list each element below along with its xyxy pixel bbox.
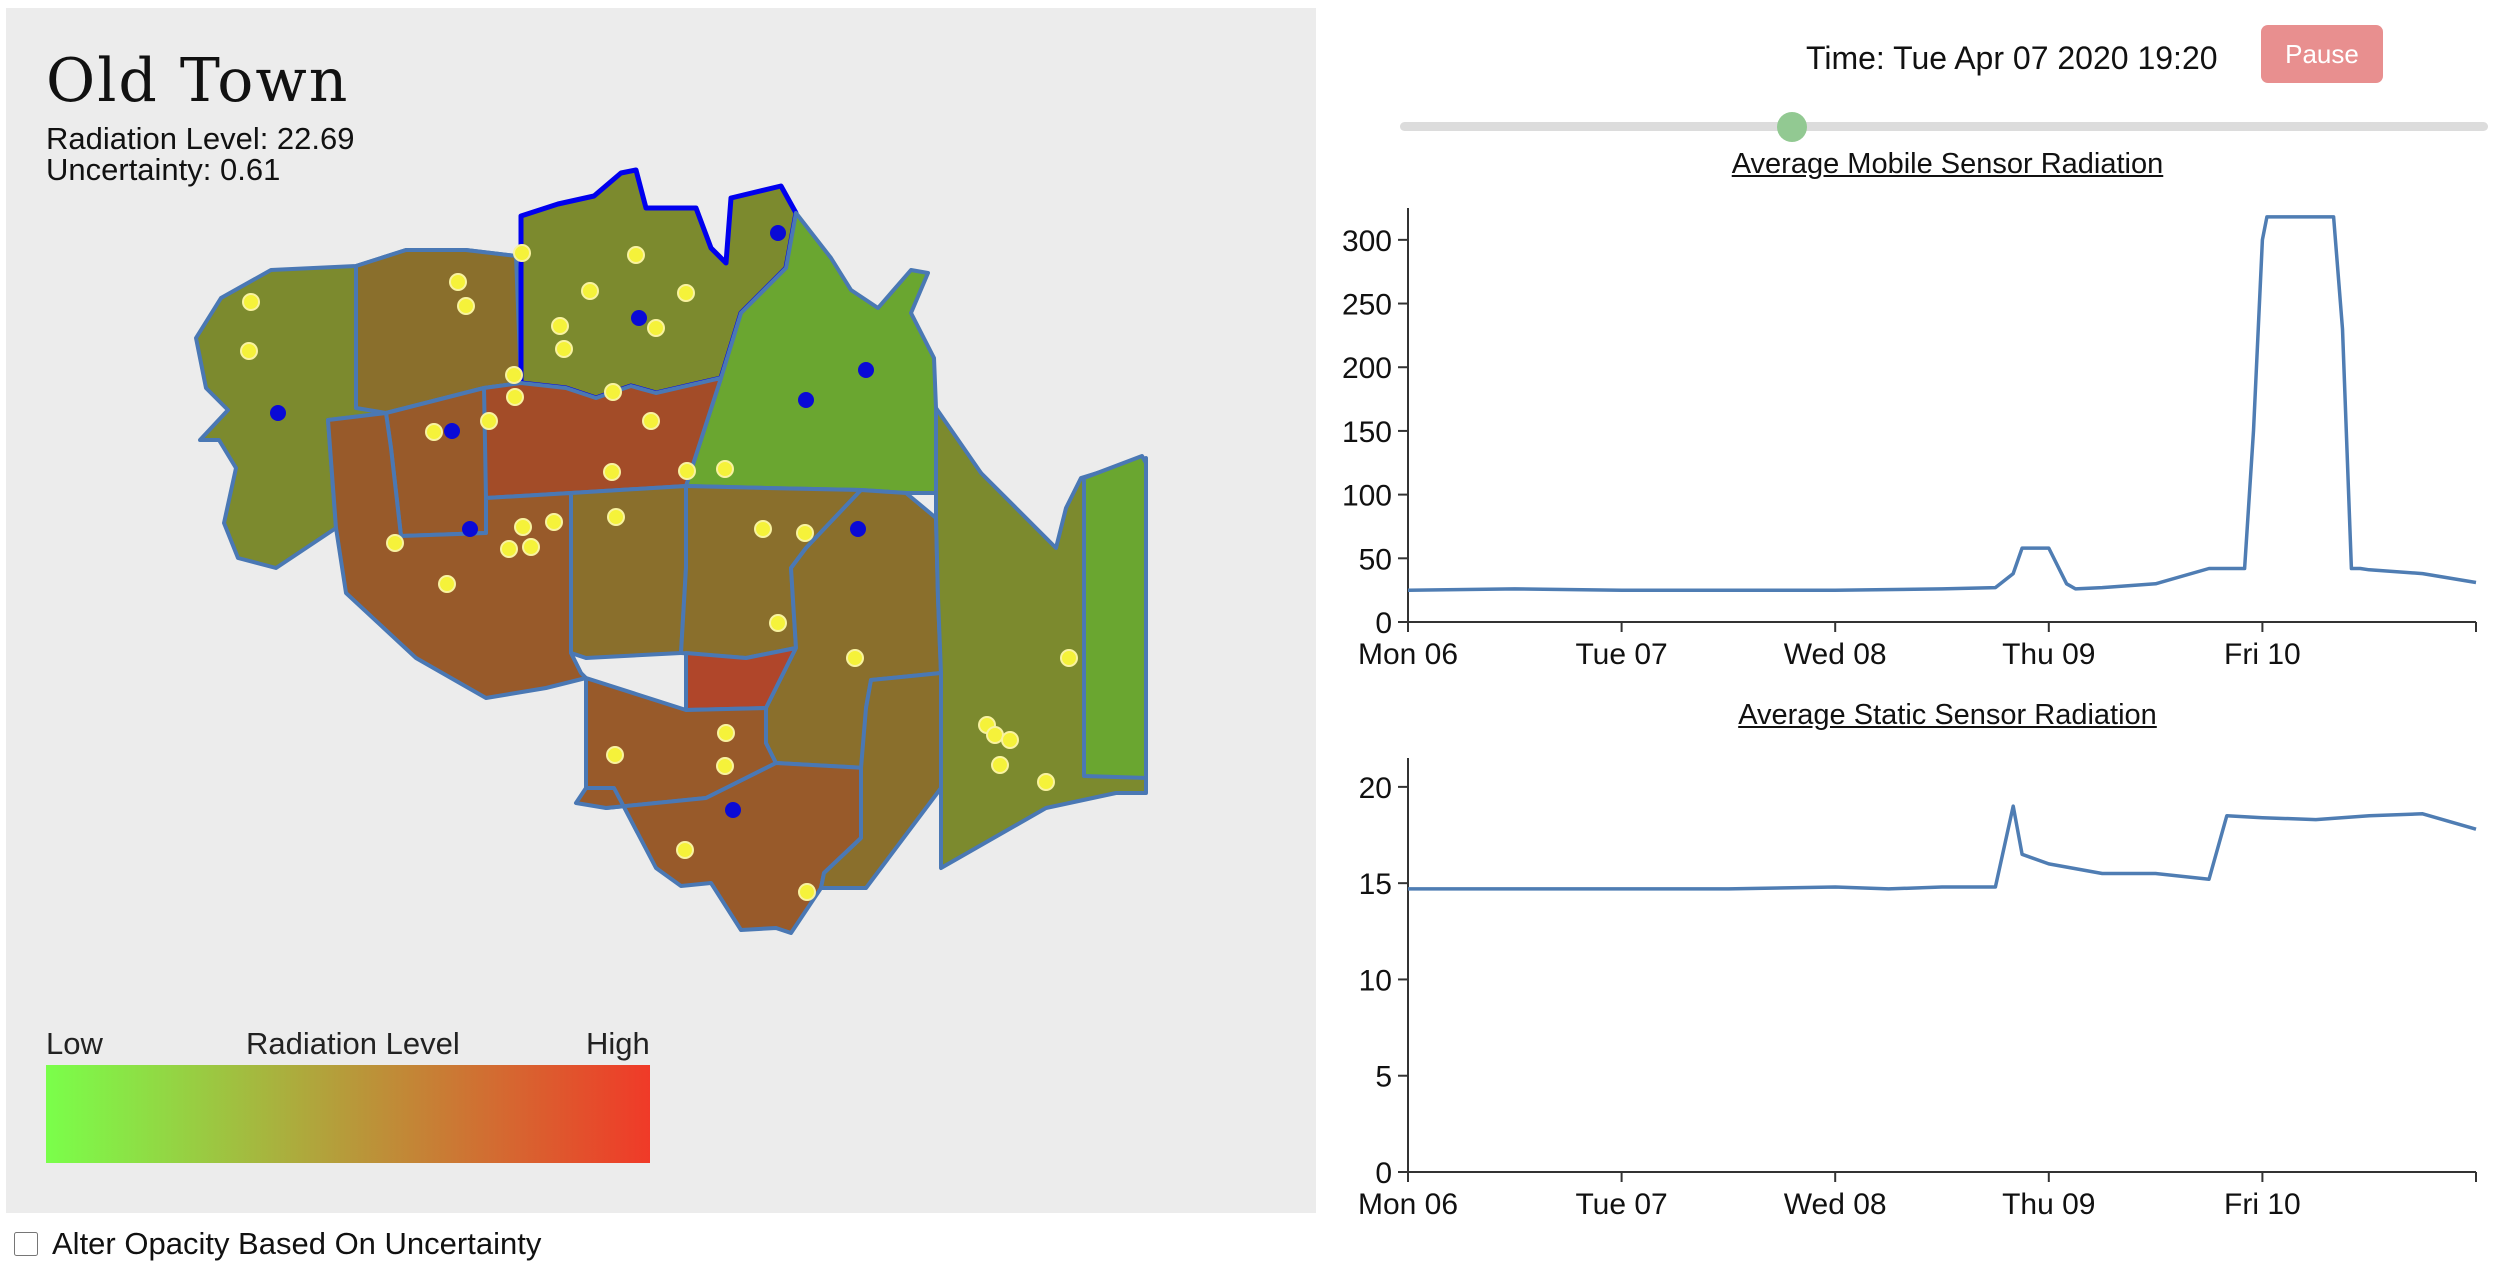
mobile-sensor-marker[interactable] [545,513,563,531]
series-line [1408,804,2477,891]
map-panel: Old Town Radiation Level: 22.69 Uncertai… [6,8,1316,1213]
x-tick-label: Mon 06 [1358,638,1458,671]
mobile-sensor-marker[interactable] [514,518,532,536]
mobile-sensor-marker[interactable] [986,726,1004,744]
mobile-sensor-marker[interactable] [240,342,258,360]
opacity-toggle-row[interactable]: Alter Opacity Based On Uncertainty [14,1226,541,1262]
x-tick-label: Fri 10 [2224,1188,2301,1221]
mobile-sensor-marker[interactable] [500,540,518,558]
mobile-sensor-marker[interactable] [386,534,404,552]
district-east-strip[interactable] [1082,454,1148,780]
mobile-sensor-marker[interactable] [798,883,816,901]
mobile-sensor-marker[interactable] [551,317,569,335]
mobile-sensor-marker[interactable] [603,463,621,481]
mobile-sensor-marker[interactable] [438,575,456,593]
y-tick-label: 5 [1375,1061,1392,1094]
mobile-sensor-marker[interactable] [581,282,599,300]
static-sensor-marker[interactable] [725,802,741,818]
mobile-sensor-marker[interactable] [716,460,734,478]
mobile-sensor-marker[interactable] [627,246,645,264]
y-tick-label: 0 [1375,607,1392,640]
mobile-sensor-marker[interactable] [480,412,498,430]
y-tick-label: 50 [1359,543,1392,576]
mobile-sensor-marker[interactable] [555,340,573,358]
mobile-sensor-marker[interactable] [457,297,475,315]
y-tick-label: 15 [1359,868,1392,901]
mobile-sensor-marker[interactable] [425,423,443,441]
x-tick-label: Tue 07 [1575,638,1667,671]
static-sensor-marker[interactable] [850,521,866,537]
x-tick-label: Wed 08 [1784,638,1887,671]
district-southwest[interactable] [326,411,588,700]
mobile-sensor-marker[interactable] [717,724,735,742]
mobile-sensor-marker[interactable] [647,319,665,337]
district-south-edge[interactable] [819,671,943,890]
mobile-chart-title: Average Mobile Sensor Radiation [1731,148,2164,180]
opacity-checkbox[interactable] [14,1232,38,1256]
x-tick-label: Fri 10 [2224,638,2301,671]
mobile-sensor-marker[interactable] [716,757,734,775]
y-tick-label: 10 [1359,964,1392,997]
x-tick-label: Thu 09 [2002,638,2095,671]
static-sensor-marker[interactable] [770,225,786,241]
x-tick-label: Mon 06 [1358,1188,1458,1221]
mobile-sensor-marker[interactable] [769,614,787,632]
mobile-sensor-marker[interactable] [449,273,467,291]
legend-gradient-bar [46,1065,650,1163]
mobile-sensor-marker[interactable] [1037,773,1055,791]
mobile-radiation-chart: 0 50 100 150 200 250 300 Mon 06 Tue 07 Wed 08 Thu … [1342,208,2477,671]
legend-title: Radiation Level [246,1026,460,1061]
static-sensor-marker[interactable] [858,362,874,378]
mobile-sensor-marker[interactable] [606,746,624,764]
district-south[interactable] [574,761,868,935]
y-tick-label: 300 [1342,225,1392,258]
series-line [1407,215,2477,592]
y-tick-label: 200 [1342,352,1392,385]
x-tick-label: Thu 09 [2002,1188,2095,1221]
mobile-sensor-marker[interactable] [607,508,625,526]
time-slider-thumb[interactable] [1776,112,1807,142]
legend-low-label: Low [46,1026,103,1061]
legend-high-label: High [586,1026,650,1061]
static-chart-title: Average Static Sensor Radiation [1738,699,2157,731]
mobile-sensor-marker[interactable] [522,538,540,556]
mobile-sensor-marker[interactable] [642,412,660,430]
time-slider-track[interactable] [1400,122,2488,131]
mobile-sensor-marker[interactable] [754,520,772,538]
district-map [194,167,1148,935]
mobile-sensor-marker[interactable] [505,366,523,384]
mobile-sensor-marker[interactable] [506,388,524,406]
y-tick-label: 20 [1359,772,1392,805]
mobile-sensor-marker[interactable] [242,293,260,311]
y-tick-label: 250 [1342,289,1392,322]
static-sensor-marker[interactable] [444,423,460,439]
mobile-sensor-marker[interactable] [1060,649,1078,667]
pause-button[interactable]: Pause [2261,25,2383,83]
static-sensor-marker[interactable] [631,310,647,326]
y-tick-label: 0 [1375,1157,1392,1190]
x-tick-label: Tue 07 [1575,1188,1667,1221]
opacity-checkbox-label: Alter Opacity Based On Uncertainty [52,1226,542,1261]
uncertainty-text: Uncertainty: 0.61 [46,152,281,187]
time-label: Time: Tue Apr 07 2020 19:20 [1806,40,2218,76]
static-sensor-marker[interactable] [462,521,478,537]
district-center-south[interactable] [569,484,688,660]
mobile-sensor-marker[interactable] [846,649,864,667]
y-tick-label: 150 [1342,416,1392,449]
mobile-sensor-marker[interactable] [676,841,694,859]
y-tick-label: 100 [1342,480,1392,513]
mobile-sensor-marker[interactable] [991,756,1009,774]
static-sensor-marker[interactable] [270,405,286,421]
mobile-sensor-marker[interactable] [677,284,695,302]
mobile-sensor-marker[interactable] [513,244,531,262]
static-sensor-marker[interactable] [798,392,814,408]
mobile-sensor-marker[interactable] [604,383,622,401]
district-title: Old Town [46,46,350,116]
radiation-level-text: Radiation Level: 22.69 [46,121,355,156]
mobile-sensor-marker[interactable] [796,524,814,542]
x-tick-label: Wed 08 [1784,1188,1887,1221]
mobile-sensor-marker[interactable] [1001,731,1019,749]
mobile-sensor-marker[interactable] [678,462,696,480]
static-radiation-chart: 0 5 10 15 20 Mon 06 Tue 07 Wed 08 Thu 09 Fri 10 [1358,758,2477,1221]
